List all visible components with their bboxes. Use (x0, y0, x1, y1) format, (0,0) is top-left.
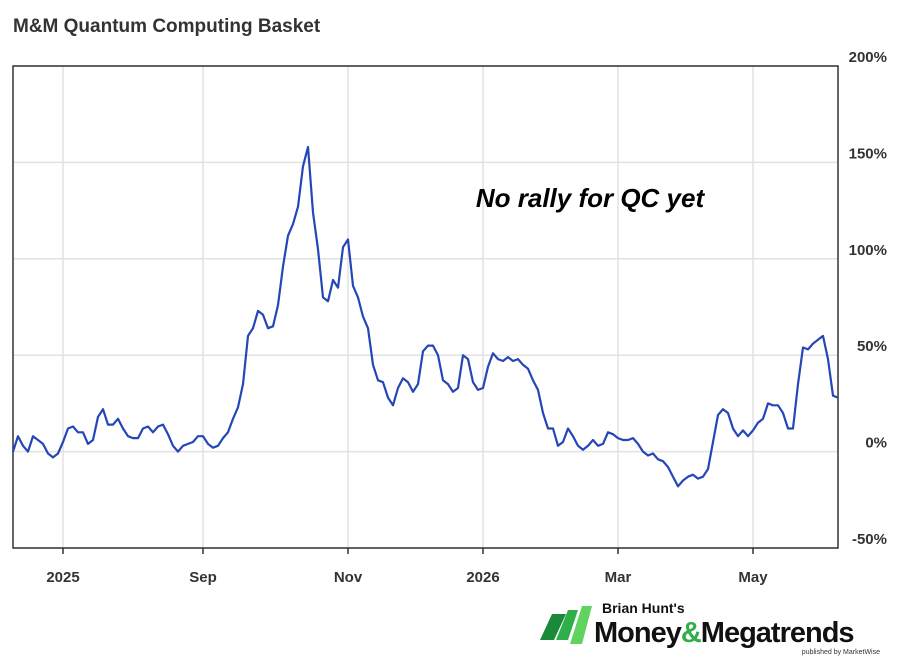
x-tick-label: 2026 (466, 569, 499, 586)
logo-amp: & (681, 617, 702, 649)
annotation: No rally for QC yet (476, 183, 706, 213)
y-tick-label: 0% (865, 435, 887, 452)
y-tick-label: 150% (849, 145, 887, 162)
logo-bar (570, 606, 592, 644)
logo-byline: Brian Hunt's (602, 600, 685, 616)
y-tick-label: -50% (852, 531, 887, 548)
y-tick-label: 100% (849, 242, 887, 259)
x-tick-label: Sep (189, 569, 217, 586)
chart-title: M&M Quantum Computing Basket (13, 16, 321, 37)
plot-frame (12, 65, 839, 549)
x-tick-label: May (738, 569, 768, 586)
x-tick-label: 2025 (46, 569, 79, 586)
x-tick-label: Nov (334, 569, 363, 586)
y-tick-label: 200% (849, 49, 887, 66)
logo-publisher: published by MarketWise (802, 649, 880, 656)
marks (11, 145, 839, 488)
logo-bar (556, 610, 578, 640)
y-tick-label: 50% (857, 338, 887, 355)
logo-bar (540, 614, 566, 640)
line-series (11, 145, 839, 488)
logo-name-a: Money (594, 617, 682, 649)
logo: Brian Hunt's Money&Megatrends published … (540, 600, 880, 656)
x-tick-label: Mar (605, 569, 632, 586)
logo-name: Money&Megatrends (594, 617, 854, 649)
logo-name-b: Megatrends (701, 617, 854, 649)
grid (13, 65, 838, 549)
